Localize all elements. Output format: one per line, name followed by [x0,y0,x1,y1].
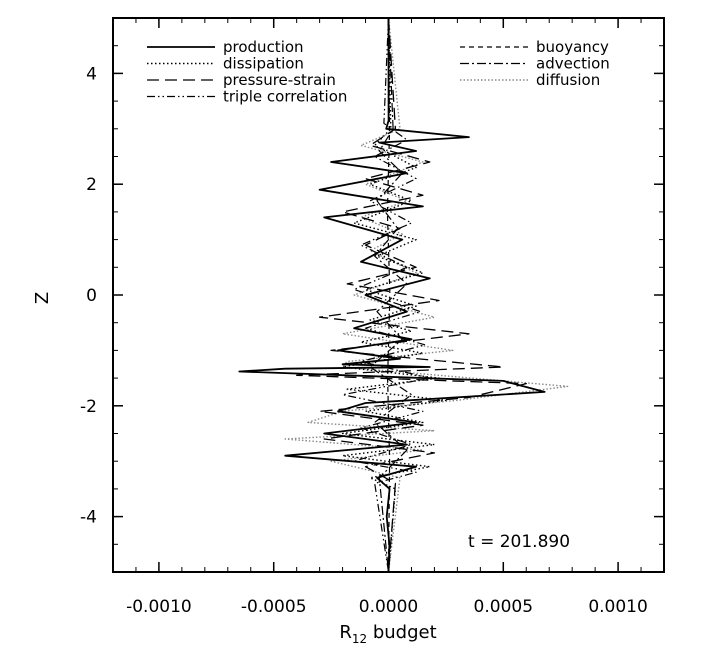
y-tick-label: -4 [80,508,97,528]
x-axis-title-suffix: budget [367,622,437,643]
y-tick-label: 0 [86,286,97,306]
x-axis-title: R12 budget [339,622,436,646]
legend-label-diffusion: diffusion [536,71,600,89]
y-tick-label: 4 [86,64,97,84]
y-tick-label: 2 [86,175,97,195]
legend-label-pressure-strain: pressure-strain [223,71,336,89]
x-tick-label: -0.0005 [241,597,307,617]
legend-label-production: production [223,38,304,56]
series-line-advection [369,17,413,573]
y-axis-title: Z [32,292,53,304]
legend-label-dissipation: dissipation [223,55,304,73]
legend-label-buoyancy: buoyancy [536,38,609,56]
x-axis-title-subscript: 12 [352,632,367,646]
x-tick-label: 0.0000 [359,597,418,617]
y-tick-label: -2 [80,397,97,417]
x-tick-label: -0.0010 [126,597,192,617]
axes-layer: -0.0010 -0.0005 0.0000 0.0005 0.0010 -4 -2 0 2 4 [80,17,665,617]
series-line-triple-correlation [342,17,431,573]
series-line-pressure-strain [296,17,527,573]
series-line-production [238,17,546,573]
series-layer [238,17,569,573]
plot-frame [112,17,665,573]
time-annotation: t = 201.890 [468,532,570,552]
legend-label-triple-correlation: triple correlation [223,88,347,106]
legend: productiondissipationpressure-straintrip… [147,38,610,106]
series-line-diffusion [284,17,569,573]
legend-label-advection: advection [536,55,610,73]
series-line-dissipation [341,17,447,573]
x-tick-label: 0.0005 [474,597,533,617]
x-tick-label: 0.0010 [588,597,647,617]
x-axis-title-main: R [339,622,352,643]
